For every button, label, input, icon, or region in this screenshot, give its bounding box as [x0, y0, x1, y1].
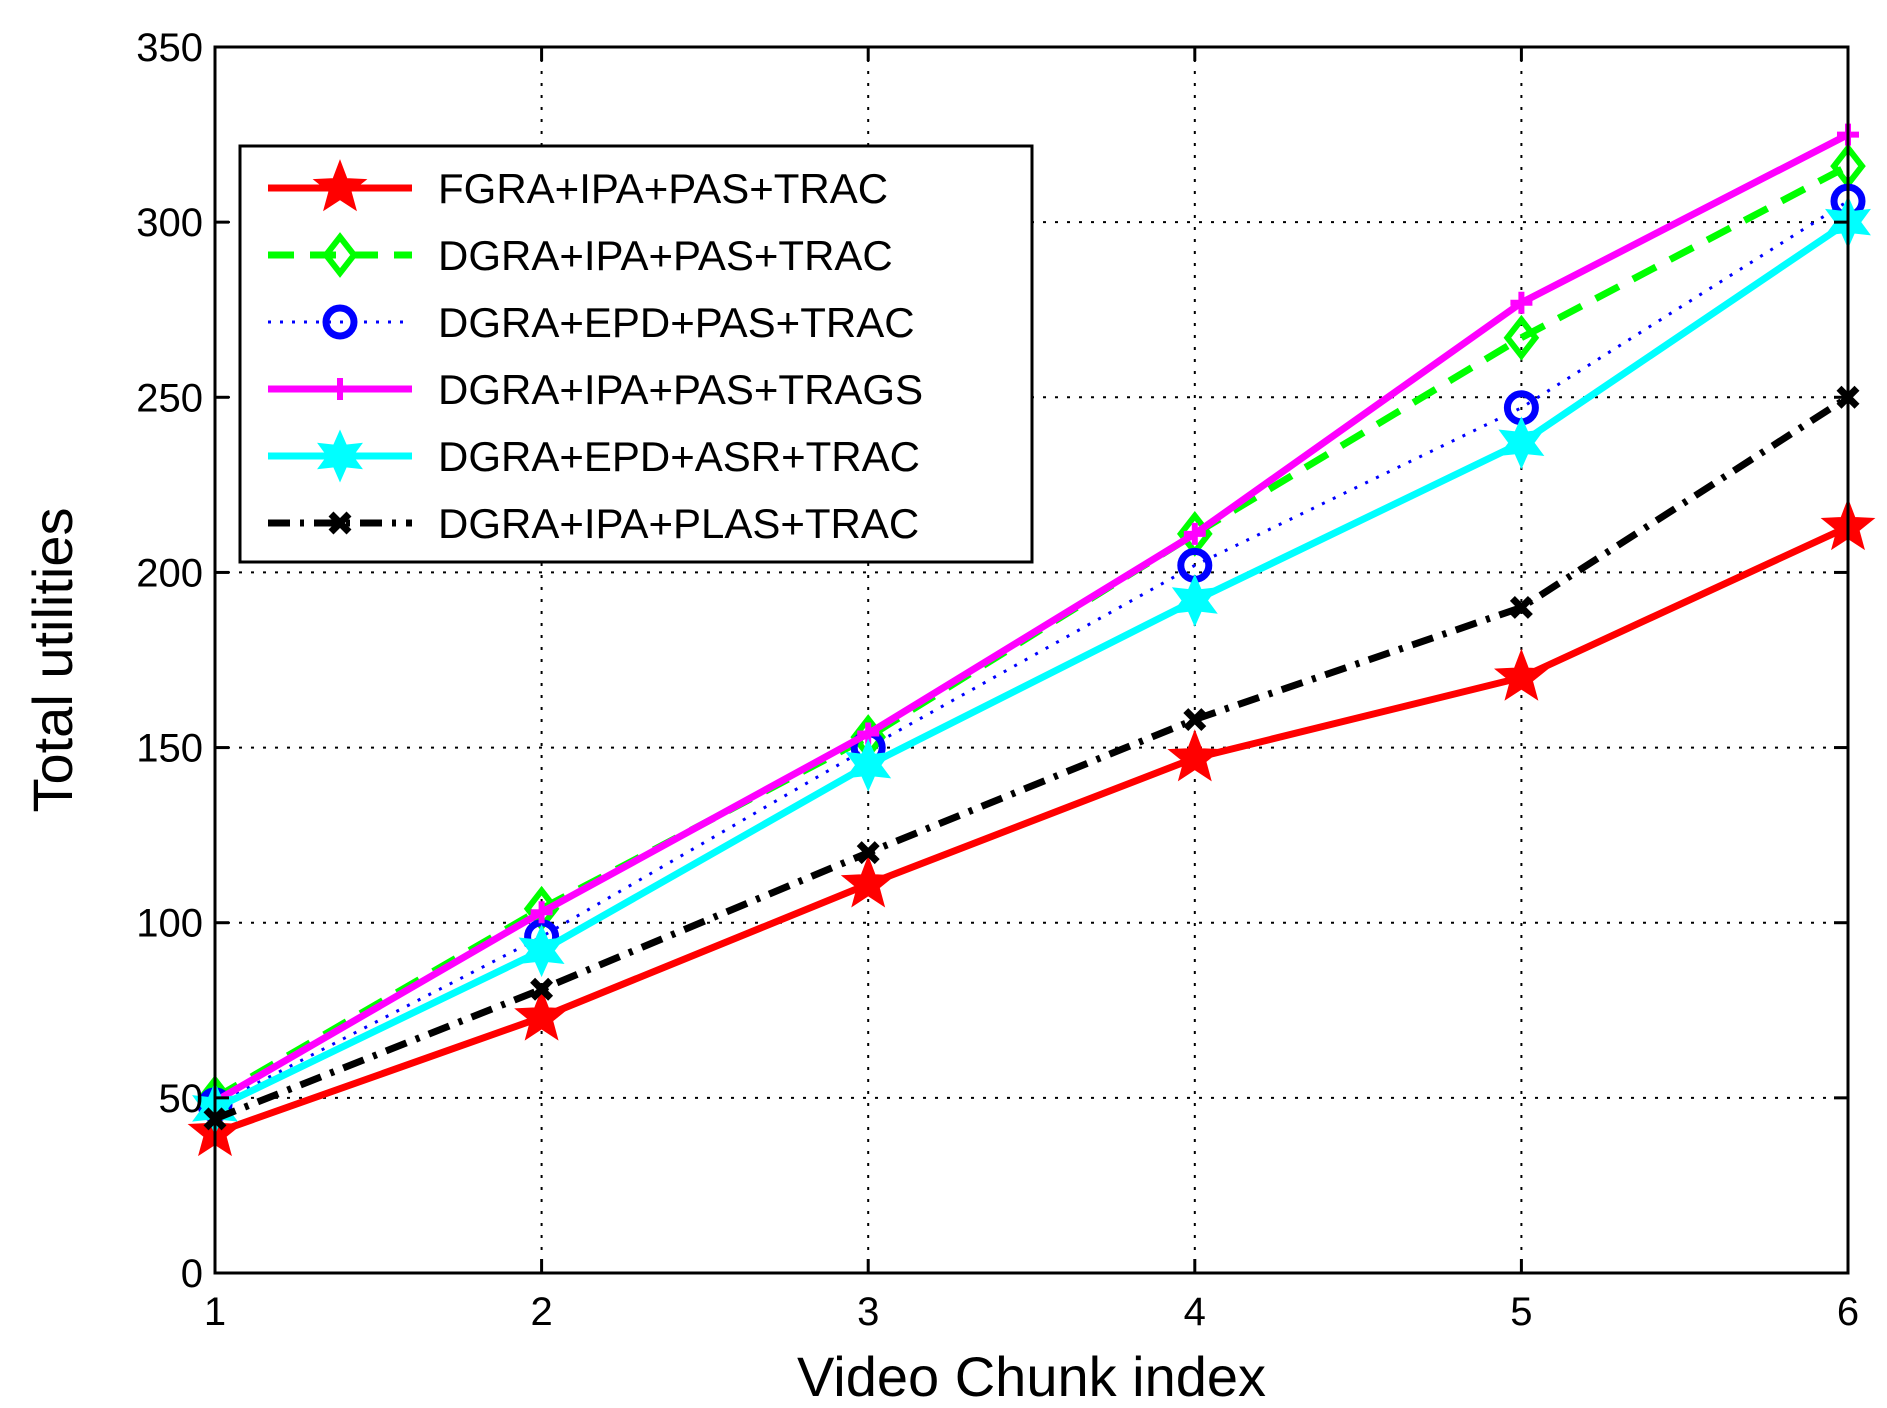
star-marker [514, 988, 569, 1041]
y-tick-label: 50 [159, 1077, 204, 1121]
diamond-marker [322, 232, 358, 278]
hexagram-marker [1498, 416, 1545, 470]
hexagram-marker [317, 429, 363, 483]
legend-box [238, 144, 1034, 564]
y-axis-title: Total utilities [21, 507, 84, 812]
x-tick-label: 4 [1184, 1290, 1206, 1334]
star-marker [1167, 729, 1223, 782]
legend-label: FGRA+IPA+PAS+TRAC [438, 165, 888, 212]
x-marker [328, 511, 352, 535]
legend-entry: DGRA+IPA+PAS+TRAC [268, 232, 893, 279]
star-marker [1494, 648, 1549, 701]
axis-ticks: 1 2 3 4 5 6 0 50 100 150 200 250 300 350 [136, 26, 1859, 1334]
star-marker [840, 855, 896, 908]
legend-label: DGRA+IPA+PAS+TRAGS [438, 366, 923, 413]
series-line [213, 219, 1850, 1112]
plus-marker [329, 378, 351, 400]
series-line [213, 394, 1850, 1123]
legend-label: DGRA+IPA+PAS+TRAC [438, 232, 893, 279]
plus-marker [530, 901, 553, 924]
x-tick-label: 5 [1510, 1290, 1532, 1334]
y-tick-label: 100 [136, 902, 203, 946]
series-line [213, 523, 1850, 1137]
legend-entry: FGRA+IPA+PAS+TRAC [268, 159, 888, 212]
legend-entry: DGRA+IPA+PLAS+TRAC [268, 500, 919, 547]
x-axis-title: Video Chunk index [797, 1345, 1266, 1408]
hexagram-marker [845, 738, 892, 792]
diamond-marker [1503, 314, 1540, 361]
x-marker [1509, 595, 1533, 619]
hexagram-marker [1171, 574, 1218, 627]
legend-label: DGRA+EPD+PAS+TRAC [438, 299, 915, 346]
y-tick-label: 250 [136, 376, 203, 420]
plus-marker [1183, 522, 1206, 545]
series-1 [187, 498, 1876, 1157]
hexagram-marker [518, 924, 565, 978]
x-tick-label: 6 [1837, 1290, 1859, 1334]
series-4 [204, 123, 1859, 1113]
legend: FGRA+IPA+PAS+TRAC DGRA+IPA+PAS+TRAC DGRA+E… [238, 144, 1034, 564]
y-tick-label: 200 [136, 551, 203, 595]
y-tick-label: 0 [181, 1252, 203, 1296]
y-tick-label: 350 [136, 26, 203, 70]
x-tick-label: 3 [857, 1290, 879, 1334]
x-tick-label: 2 [530, 1290, 552, 1334]
legend-entry: DGRA+EPD+PAS+TRAC [268, 299, 915, 346]
circle-marker [322, 304, 358, 340]
star-marker [312, 159, 368, 212]
x-marker [1183, 708, 1207, 732]
x-marker [856, 841, 880, 865]
y-tick-label: 150 [136, 727, 203, 771]
legend-entry: DGRA+EPD+ASR+TRAC [268, 429, 920, 483]
x-tick-label: 1 [204, 1290, 226, 1334]
legend-entry: DGRA+IPA+PAS+TRAGS [268, 366, 923, 413]
legend-label: DGRA+IPA+PLAS+TRAC [438, 500, 919, 547]
legend-label: DGRA+EPD+ASR+TRAC [438, 433, 920, 480]
series-line [213, 131, 1850, 1105]
plot-frame [213, 45, 1850, 1275]
plus-marker [1510, 291, 1533, 314]
x-marker [530, 977, 554, 1001]
y-tick-label: 300 [136, 201, 203, 245]
